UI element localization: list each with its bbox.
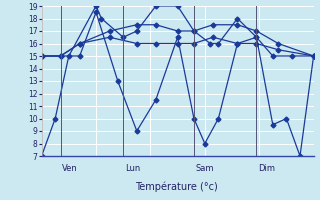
Text: Ven: Ven <box>62 164 78 173</box>
Text: Lun: Lun <box>125 164 140 173</box>
Text: Température (°c): Température (°c) <box>135 182 217 192</box>
Text: Dim: Dim <box>258 164 275 173</box>
Text: Sam: Sam <box>196 164 214 173</box>
